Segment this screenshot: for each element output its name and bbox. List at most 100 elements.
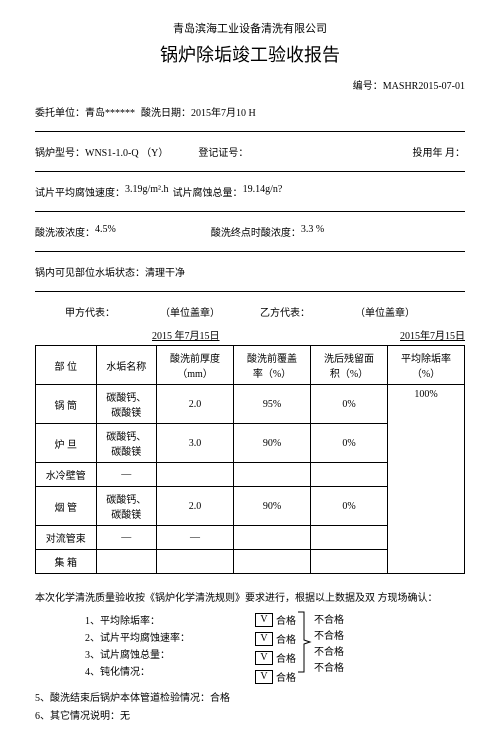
boiler-line: 锅炉型号： WNS1-1.0-Q （Y） 登记证号： 投用年 月： [35,144,465,159]
cell [234,550,311,574]
corrosion-total-label: 试片腐蚀总量： [173,184,243,199]
reg-label: 登记证号： [198,144,248,159]
verify-box-row: V 合格 [255,669,296,684]
fail-label: 不合格 [314,659,344,674]
verify-item: 1、平均除垢率： [35,612,255,627]
cell: 锅 筒 [36,385,97,424]
client-label: 委托单位： [35,104,85,119]
acid-end-label: 酸洗终点时酸浓度： [211,224,301,239]
use-label: 投用年 月： [413,144,466,159]
cell: 2.0 [157,487,234,526]
corrosion-total: 19.14g/n? [243,184,283,199]
divider-line [35,131,465,132]
cell: 对流管束 [36,526,97,550]
fail-label: 不合格 [314,643,344,658]
table-row: 锅 筒 碳酸钙、 碳酸镁 2.0 95% 0% 100% [36,385,465,424]
rep-a: 甲方代表： [65,304,115,319]
corrosion-speed: 3.19g/m².h [125,184,169,199]
verify-intro: 本次化学清洗质量验收按《锅炉化学清洗规则》要求进行，根据以上数据及双 方现场确认… [35,589,465,604]
cell: — [96,463,157,487]
cell: 集 箱 [36,550,97,574]
cell: — [96,526,157,550]
cell: 0% [311,385,388,424]
cell [234,463,311,487]
date-right: 2015年7月15日 [400,327,465,342]
rep-b: 乙方代表： [260,304,310,319]
acid-conc: 4.5% [95,224,116,239]
report-number-line: 编号：MASHR2015-07-01 [35,77,465,92]
th-thickness: 酸洗前厚度 （mm） [157,346,234,385]
extra-6: 6、其它情况说明：无 [35,707,465,722]
th-scale-name: 水垢名称 [96,346,157,385]
verify-box-row: V 合格 [255,612,296,627]
verify-box-row: V 合格 [255,631,296,646]
scale-status: 清理干净 [145,264,185,279]
pass-label: 合格 [276,669,296,684]
pass-label: 合格 [276,650,296,665]
th-coverage: 酸洗前覆盖 率（%） [234,346,311,385]
checkbox: V [255,632,273,646]
th-residue: 洗后残留面 积（%） [311,346,388,385]
divider-line-4 [35,251,465,252]
cell: 0% [311,487,388,526]
extra-5: 5、酸洗结束后锅炉本体管道检验情况：合格 [35,689,465,704]
boiler-model-label: 锅炉型号： [35,144,85,159]
verify-item: 2、试片平均腐蚀速率： [35,629,255,644]
date-row: 2015 年7月15日 2015年7月15日 [35,327,465,342]
cell: 90% [234,487,311,526]
th-part: 部 位 [36,346,97,385]
pass-label: 合格 [276,631,296,646]
cell: 95% [234,385,311,424]
cell: 碳酸钙、 碳酸镁 [96,424,157,463]
divider-line-2 [35,171,465,172]
seal-b: （单位盖章） [355,304,415,319]
cell: 碳酸钙、 碳酸镁 [96,385,157,424]
cell [234,526,311,550]
cell [311,463,388,487]
bracket-icon [296,610,314,674]
acid-conc-line: 酸洗液浓度： 4.5% 酸洗终点时酸浓度： 3.3 % [35,224,465,239]
th-rate: 平均除垢率 （%） [388,346,465,385]
verify-box-row: V 合格 [255,650,296,665]
cell [157,550,234,574]
report-number-label: 编号： [353,81,383,92]
cell: — [157,526,234,550]
cell: 2.0 [157,385,234,424]
corrosion-line: 试片平均腐蚀速度： 3.19g/m².h 试片腐蚀总量： 19.14g/n? [35,184,465,199]
fail-label: 不合格 [314,627,344,642]
cell: 烟 管 [36,487,97,526]
verify-section: 1、平均除垢率： 2、试片平均腐蚀速率： 3、试片腐蚀总量： 4、钝化情况： V… [35,610,465,686]
cell: 碳酸钙、 碳酸镁 [96,487,157,526]
cell: 90% [234,424,311,463]
divider-line-5 [35,291,465,292]
divider-line-3 [35,211,465,212]
cell [311,550,388,574]
verify-item: 3、试片腐蚀总量： [35,646,255,661]
seal-a: （单位盖章） [160,304,220,319]
client-value: 青岛****** [85,104,135,119]
company-name: 青岛滨海工业设备清洗有限公司 [35,20,465,36]
scale-status-line: 锅内可见部位水垢状态： 清理干净 [35,264,465,279]
data-table: 部 位 水垢名称 酸洗前厚度 （mm） 酸洗前覆盖 率（%） 洗后残留面 积（%… [35,345,465,574]
cell-avg-rate: 100% [388,385,465,574]
date-mid: 2015 年7月15日 [152,327,220,342]
cell [311,526,388,550]
cell: 水冷壁管 [36,463,97,487]
table-header-row: 部 位 水垢名称 酸洗前厚度 （mm） 酸洗前覆盖 率（%） 洗后残留面 积（%… [36,346,465,385]
fail-label: 不合格 [314,611,344,626]
report-number: MASHR2015-07-01 [383,81,465,92]
acid-end: 3.3 % [301,224,324,239]
pass-label: 合格 [276,612,296,627]
checkbox: V [255,651,273,665]
verify-item: 4、钝化情况： [35,663,255,678]
checkbox: V [255,613,273,627]
acid-conc-label: 酸洗液浓度： [35,224,95,239]
cell [96,550,157,574]
cell: 0% [311,424,388,463]
acid-date-label: 酸洗日期： [141,104,191,119]
acid-date-value: 2015年7月10 H [191,104,256,119]
client-line: 委托单位： 青岛****** 酸洗日期： 2015年7月10 H [35,104,465,119]
corrosion-speed-label: 试片平均腐蚀速度： [35,184,125,199]
cell [157,463,234,487]
scale-status-label: 锅内可见部位水垢状态： [35,264,145,279]
